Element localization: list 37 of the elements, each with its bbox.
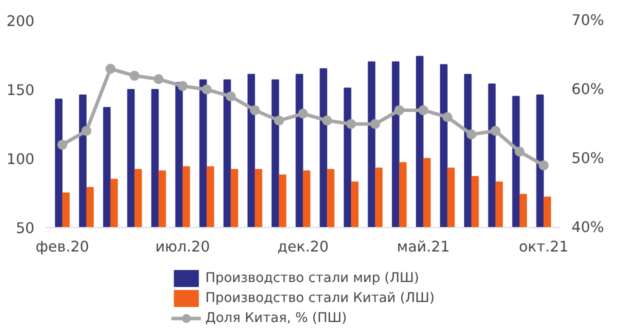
point [226, 91, 236, 102]
x-tick-label: дек.20 [277, 238, 329, 256]
point [418, 105, 428, 116]
y-tick-label: 150 [6, 82, 35, 99]
point [105, 64, 116, 74]
point [57, 140, 68, 150]
point [394, 105, 404, 116]
point [202, 84, 212, 94]
point [538, 160, 549, 170]
x-tick-label: фев.20 [36, 238, 90, 256]
y-tick-label: 50 [16, 220, 35, 237]
point [250, 105, 260, 116]
point [346, 119, 356, 129]
x-tick-label: июл.20 [155, 238, 210, 256]
y-tick-label: 200 [6, 13, 35, 30]
y2-tick-label: 70% [572, 12, 604, 29]
legend-label: Доля Китая, % (ПШ) [205, 310, 347, 326]
point [442, 112, 452, 122]
x-tick-label: окт.21 [518, 238, 568, 256]
legend-label: Производство стали Китай (ЛШ) [205, 290, 435, 306]
point [490, 126, 501, 136]
point [81, 126, 92, 136]
y-tick-label: 100 [6, 151, 35, 168]
legend-label: Производство стали мир (ЛШ) [205, 270, 420, 286]
point [514, 146, 525, 157]
y2-tick-label: 40% [572, 219, 604, 236]
point [322, 116, 332, 126]
point [370, 119, 380, 129]
y2-tick-label: 60% [572, 81, 604, 98]
point [298, 108, 308, 119]
x-tick-label: май.21 [396, 238, 450, 256]
point [466, 129, 476, 140]
point [178, 81, 188, 92]
point [274, 116, 284, 126]
y2-tick-label: 50% [572, 150, 604, 167]
point [154, 74, 164, 84]
point [130, 70, 140, 81]
